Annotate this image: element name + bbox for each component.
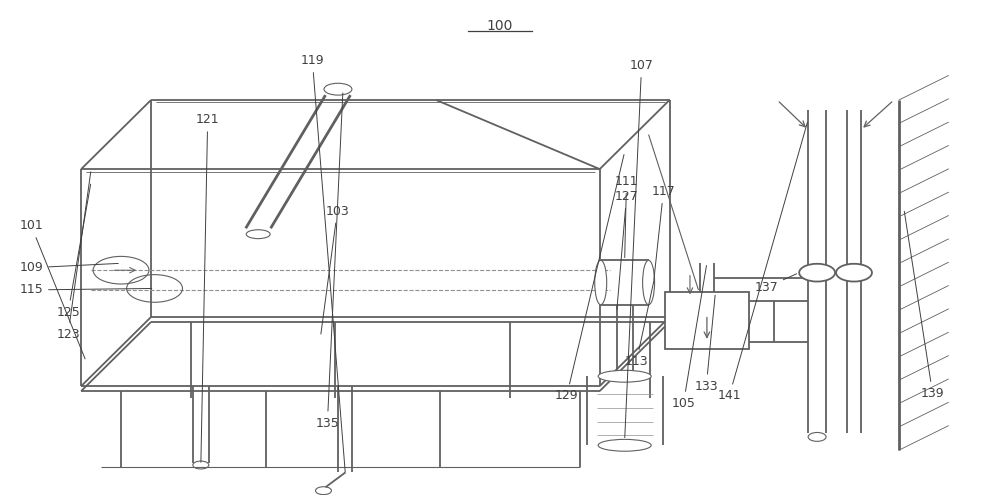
Text: 119: 119: [301, 54, 345, 472]
Text: 139: 139: [904, 211, 944, 400]
Circle shape: [799, 264, 835, 282]
Ellipse shape: [595, 260, 607, 305]
Text: 117: 117: [652, 185, 675, 280]
Ellipse shape: [324, 83, 352, 95]
Text: 129: 129: [555, 155, 624, 402]
Text: 103: 103: [321, 204, 349, 334]
Text: 135: 135: [316, 93, 343, 430]
Text: 100: 100: [487, 19, 513, 33]
Text: 127: 127: [615, 189, 638, 310]
Bar: [665, 292, 749, 349]
Text: 105: 105: [672, 265, 706, 410]
Text: 137: 137: [754, 274, 797, 294]
Text: 109: 109: [19, 261, 118, 274]
Text: 121: 121: [196, 113, 219, 462]
Ellipse shape: [246, 230, 270, 239]
Ellipse shape: [598, 371, 651, 382]
Text: 113: 113: [625, 280, 654, 368]
Text: 101: 101: [19, 219, 85, 359]
Text: 111: 111: [615, 175, 638, 257]
Circle shape: [836, 264, 872, 282]
Text: 115: 115: [19, 283, 152, 297]
Text: 141: 141: [717, 123, 807, 402]
Ellipse shape: [598, 439, 651, 451]
Text: 133: 133: [694, 295, 718, 393]
Text: 107: 107: [625, 59, 654, 437]
Text: 125: 125: [56, 184, 91, 318]
Text: 123: 123: [56, 172, 91, 341]
Ellipse shape: [643, 260, 655, 305]
